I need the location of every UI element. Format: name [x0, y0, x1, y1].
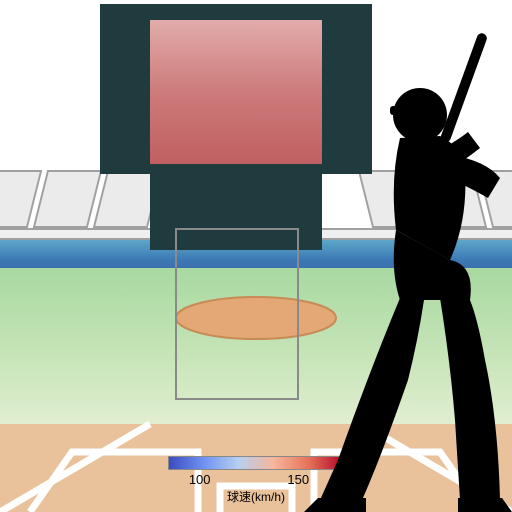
batter-silhouette [0, 0, 512, 512]
pitch-location-scene: 100150 球速(km/h) [0, 0, 512, 512]
